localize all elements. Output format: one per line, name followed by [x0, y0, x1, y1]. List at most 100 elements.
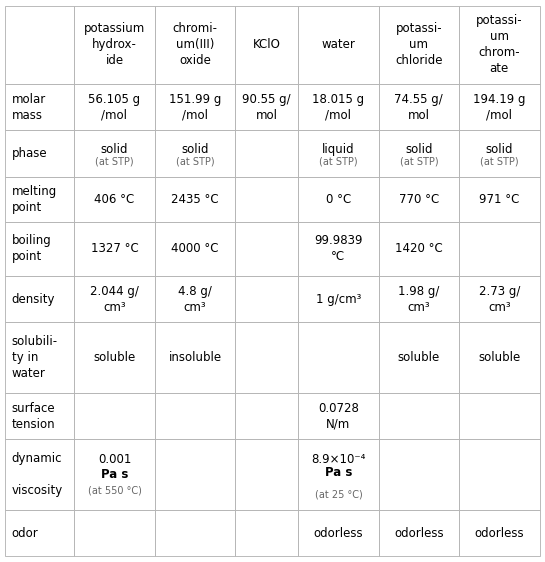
Text: 2435 °C: 2435 °C [171, 193, 219, 206]
Bar [74, 130, 155, 176]
Text: solid: solid [181, 143, 209, 156]
Text: surface
tension: surface tension [12, 402, 56, 431]
Bar [459, 393, 540, 439]
Text: 56.105 g
/mol: 56.105 g /mol [88, 93, 141, 121]
Bar [379, 393, 459, 439]
Text: 770 °C: 770 °C [399, 193, 439, 206]
Text: 0.001: 0.001 [98, 453, 131, 466]
Bar [74, 510, 155, 556]
Text: 4.8 g/
cm³: 4.8 g/ cm³ [178, 285, 212, 314]
Bar [379, 84, 459, 130]
Bar [235, 439, 298, 510]
Bar [379, 323, 459, 393]
Bar [235, 6, 298, 84]
Bar [379, 510, 459, 556]
Bar [5, 130, 74, 176]
Text: solid: solid [101, 143, 128, 156]
Bar [298, 323, 379, 393]
Text: (at STP): (at STP) [480, 157, 519, 167]
Text: soluble: soluble [398, 351, 440, 364]
Bar [74, 221, 155, 276]
Bar [298, 130, 379, 176]
Text: water: water [322, 38, 355, 51]
Bar [379, 276, 459, 323]
Bar [74, 84, 155, 130]
Text: Pa s: Pa s [101, 468, 128, 481]
Bar [5, 323, 74, 393]
Bar [5, 510, 74, 556]
Bar [155, 276, 235, 323]
Text: KClO: KClO [253, 38, 281, 51]
Text: 151.99 g
/mol: 151.99 g /mol [169, 93, 221, 121]
Text: (at STP): (at STP) [319, 157, 358, 167]
Bar [235, 276, 298, 323]
Text: 2.044 g/
cm³: 2.044 g/ cm³ [90, 285, 139, 314]
Bar [379, 439, 459, 510]
Text: dynamic

viscosity: dynamic viscosity [12, 452, 63, 497]
Bar [298, 176, 379, 221]
Text: (at STP): (at STP) [95, 157, 134, 167]
Bar [155, 6, 235, 84]
Text: 1.98 g/
cm³: 1.98 g/ cm³ [398, 285, 439, 314]
Bar [155, 176, 235, 221]
Bar [459, 130, 540, 176]
Text: (at 25 °C): (at 25 °C) [314, 490, 362, 500]
Text: Pa s: Pa s [325, 466, 352, 479]
Bar [298, 393, 379, 439]
Bar [459, 439, 540, 510]
Bar [5, 6, 74, 84]
Bar [298, 221, 379, 276]
Bar [235, 510, 298, 556]
Bar [155, 221, 235, 276]
Bar [74, 323, 155, 393]
Bar [379, 221, 459, 276]
Bar [298, 6, 379, 84]
Bar [459, 176, 540, 221]
Bar [235, 130, 298, 176]
Text: 971 °C: 971 °C [479, 193, 519, 206]
Text: solid: solid [486, 143, 513, 156]
Bar [459, 510, 540, 556]
Bar [459, 84, 540, 130]
Bar [74, 6, 155, 84]
Text: liquid: liquid [322, 143, 355, 156]
Text: soluble: soluble [478, 351, 520, 364]
Bar [5, 221, 74, 276]
Bar [235, 176, 298, 221]
Bar [235, 221, 298, 276]
Text: 194.19 g
/mol: 194.19 g /mol [473, 93, 525, 121]
Text: 4000 °C: 4000 °C [171, 242, 219, 255]
Text: 0 °C: 0 °C [326, 193, 351, 206]
Text: 8.9×10⁻⁴: 8.9×10⁻⁴ [311, 453, 366, 466]
Bar [379, 130, 459, 176]
Text: (at 550 °C): (at 550 °C) [88, 486, 141, 495]
Bar [155, 510, 235, 556]
Bar [459, 276, 540, 323]
Bar [298, 276, 379, 323]
Text: phase: phase [12, 147, 47, 160]
Text: odorless: odorless [313, 527, 363, 540]
Text: density: density [12, 293, 56, 306]
Bar [459, 221, 540, 276]
Bar [5, 176, 74, 221]
Bar [235, 323, 298, 393]
Text: (at STP): (at STP) [175, 157, 214, 167]
Text: 99.9839
°C: 99.9839 °C [314, 234, 362, 264]
Bar [5, 276, 74, 323]
Bar [74, 393, 155, 439]
Text: odorless: odorless [394, 527, 444, 540]
Bar [74, 439, 155, 510]
Text: (at STP): (at STP) [399, 157, 438, 167]
Bar [235, 393, 298, 439]
Bar [235, 84, 298, 130]
Bar [459, 6, 540, 84]
Text: insoluble: insoluble [168, 351, 221, 364]
Text: solubili-
ty in
water: solubili- ty in water [12, 336, 58, 380]
Bar [298, 510, 379, 556]
Text: odor: odor [12, 527, 39, 540]
Bar [155, 393, 235, 439]
Bar [74, 176, 155, 221]
Text: 74.55 g/
mol: 74.55 g/ mol [395, 93, 443, 121]
Text: 18.015 g
/mol: 18.015 g /mol [312, 93, 365, 121]
Bar [155, 323, 235, 393]
